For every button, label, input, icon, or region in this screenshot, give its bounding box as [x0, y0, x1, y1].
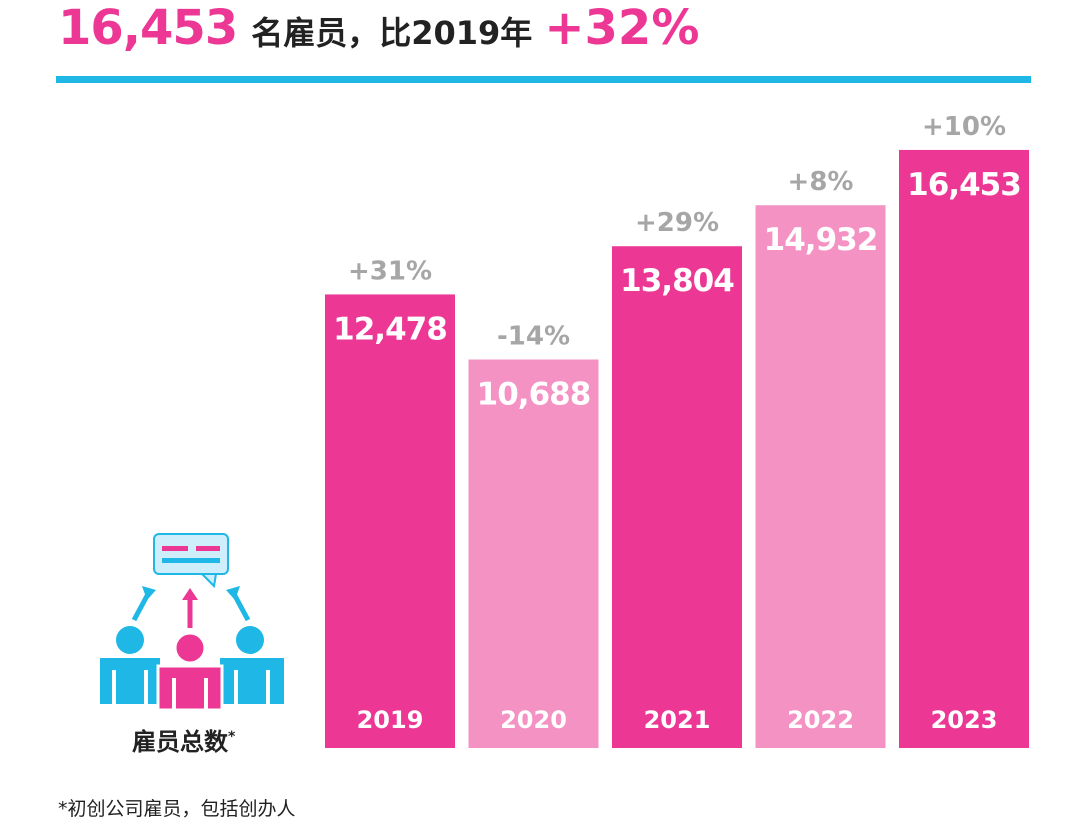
value-label-2019: 12,478: [333, 311, 447, 347]
employees-icon: [96, 530, 288, 712]
category-label-2019: 2019: [357, 706, 424, 734]
bar-2022: [755, 205, 886, 748]
value-label-2023: 16,453: [907, 167, 1021, 203]
category-label-2023: 2023: [931, 706, 998, 734]
title-text: 名雇员，比2019年: [251, 14, 533, 52]
total-employees-label: 雇员总数*: [132, 728, 236, 756]
change-label-2022: +8%: [788, 167, 854, 197]
footnote: *初创公司雇员，包括创办人: [58, 798, 296, 820]
change-label-2021: +29%: [635, 208, 719, 238]
bar-2021: [612, 246, 742, 748]
value-label-2020: 10,688: [477, 376, 591, 412]
value-label-2022: 14,932: [764, 222, 878, 258]
title-total: 16,453: [58, 0, 238, 56]
value-label-2021: 13,804: [620, 263, 734, 299]
bar-2019: [325, 294, 455, 748]
change-label-2023: +10%: [922, 112, 1006, 142]
bar-2023: [899, 149, 1029, 748]
change-label-2019: +31%: [348, 256, 432, 286]
category-label-2022: 2022: [787, 706, 854, 734]
title-change: +32%: [544, 0, 700, 56]
change-label-2020: -14%: [497, 321, 570, 351]
bar-2020: [468, 359, 599, 748]
title-underline: [56, 76, 1031, 83]
chart-title: 16,453 名雇员，比2019年 +32%: [58, 0, 699, 74]
category-label-2021: 2021: [644, 706, 711, 734]
category-label-2020: 2020: [500, 706, 567, 734]
